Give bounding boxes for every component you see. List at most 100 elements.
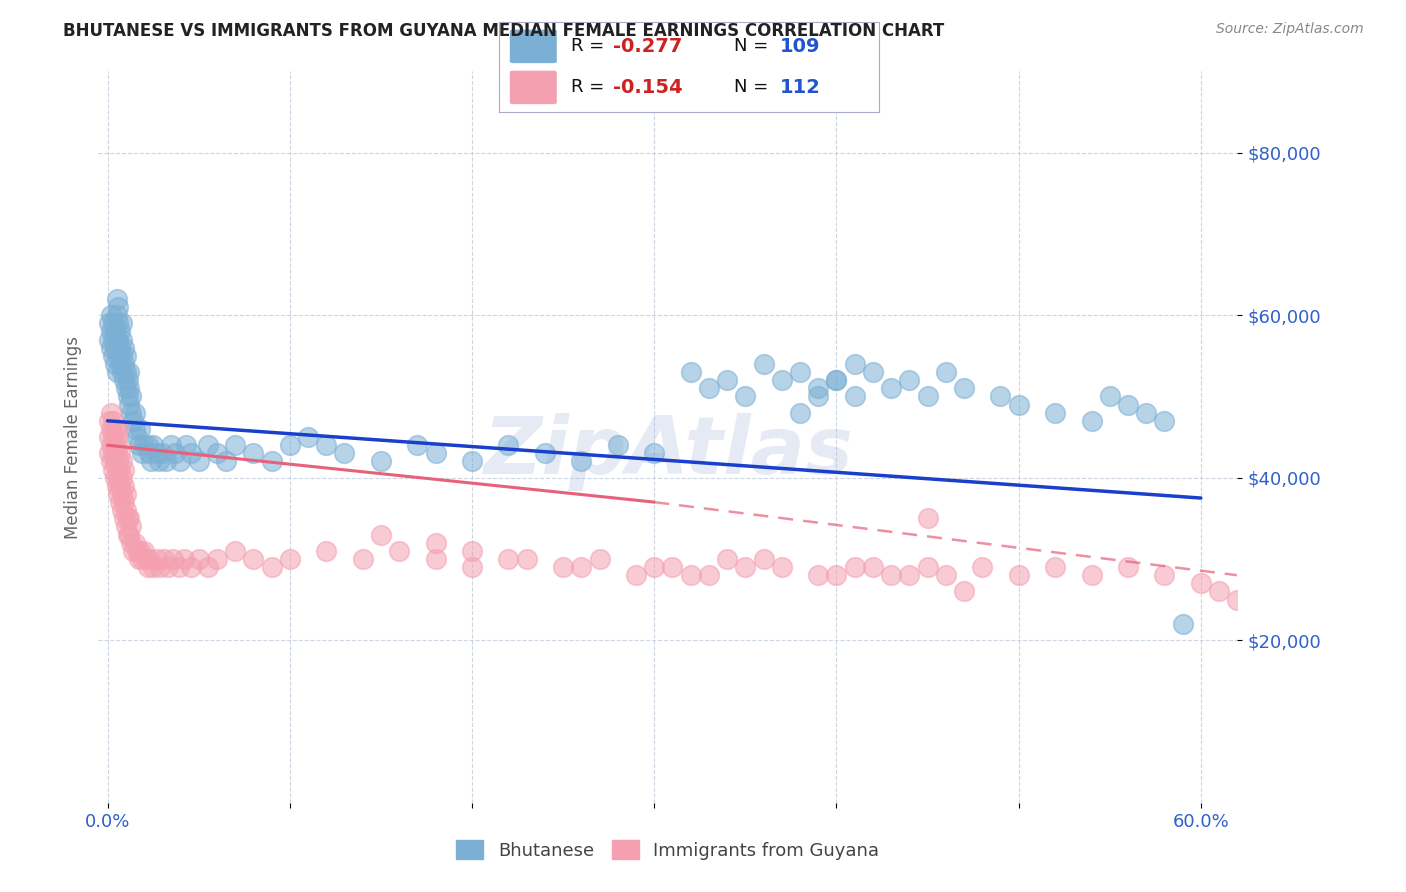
Point [149, 560, 172, 574]
FancyBboxPatch shape [510, 30, 557, 62]
Point [128, 438, 150, 452]
Legend: Bhutanese, Immigrants from Guyana: Bhutanese, Immigrants from Guyana [449, 833, 887, 867]
Point [100, 341, 122, 355]
Point [100, 438, 122, 452]
Point [150, 446, 173, 460]
Point [406, 438, 429, 452]
Point [990, 389, 1012, 403]
Point [114, 365, 136, 379]
Point [516, 552, 538, 566]
Point [104, 357, 127, 371]
Point [105, 308, 128, 322]
Text: N =: N = [734, 78, 769, 96]
Point [124, 535, 146, 549]
Point [278, 552, 301, 566]
Point [117, 389, 139, 403]
Point [117, 373, 139, 387]
Point [697, 568, 720, 582]
Point [789, 406, 811, 420]
Point [107, 349, 129, 363]
Point [679, 568, 702, 582]
Point [120, 519, 142, 533]
Point [122, 414, 145, 428]
Point [734, 389, 756, 403]
Point [155, 454, 177, 468]
Point [110, 446, 132, 460]
Point [101, 462, 124, 476]
Point [114, 487, 136, 501]
Point [142, 560, 165, 574]
Point [260, 454, 283, 468]
Point [104, 438, 127, 452]
Point [145, 552, 167, 566]
Point [315, 544, 337, 558]
Point [101, 430, 124, 444]
Point [148, 454, 170, 468]
Point [107, 438, 129, 452]
Point [118, 365, 141, 379]
Point [107, 487, 129, 501]
Point [224, 438, 246, 452]
Point [370, 527, 392, 541]
Point [1189, 576, 1212, 591]
Point [100, 422, 122, 436]
Point [1043, 560, 1066, 574]
Point [1226, 592, 1249, 607]
Point [129, 422, 152, 436]
Point [105, 333, 128, 347]
Point [111, 503, 134, 517]
Point [425, 552, 447, 566]
Point [498, 438, 520, 452]
Point [174, 438, 197, 452]
Point [104, 341, 127, 355]
Point [242, 446, 264, 460]
Point [770, 560, 793, 574]
Point [105, 292, 128, 306]
Point [315, 438, 337, 452]
Point [1080, 414, 1102, 428]
Point [145, 446, 167, 460]
Point [215, 454, 238, 468]
Point [107, 300, 129, 314]
FancyBboxPatch shape [510, 71, 557, 103]
Point [917, 560, 939, 574]
Point [100, 308, 122, 322]
Text: -0.277: -0.277 [613, 37, 682, 56]
Point [111, 471, 134, 485]
Point [110, 357, 132, 371]
Point [1116, 398, 1139, 412]
Point [131, 552, 153, 566]
Text: BHUTANESE VS IMMIGRANTS FROM GUYANA MEDIAN FEMALE EARNINGS CORRELATION CHART: BHUTANESE VS IMMIGRANTS FROM GUYANA MEDI… [63, 22, 945, 40]
Point [752, 357, 775, 371]
Point [716, 552, 738, 566]
Point [120, 406, 142, 420]
Point [461, 544, 484, 558]
Point [770, 373, 793, 387]
Point [534, 446, 557, 460]
Point [844, 560, 866, 574]
Point [163, 446, 186, 460]
Point [1116, 560, 1139, 574]
Point [935, 568, 957, 582]
Point [101, 316, 124, 330]
Point [110, 462, 132, 476]
Point [679, 365, 702, 379]
Point [111, 333, 134, 347]
Text: R =: R = [571, 78, 605, 96]
Point [825, 373, 848, 387]
Point [98, 446, 121, 460]
Point [752, 552, 775, 566]
Text: Source: ZipAtlas.com: Source: ZipAtlas.com [1216, 22, 1364, 37]
Point [370, 454, 392, 468]
Point [697, 381, 720, 395]
Point [142, 438, 165, 452]
Point [260, 560, 283, 574]
Point [734, 560, 756, 574]
Point [789, 365, 811, 379]
Point [1153, 568, 1175, 582]
Point [107, 471, 129, 485]
Point [141, 454, 163, 468]
Y-axis label: Median Female Earnings: Median Female Earnings [63, 335, 82, 539]
Point [136, 560, 159, 574]
Point [162, 552, 184, 566]
